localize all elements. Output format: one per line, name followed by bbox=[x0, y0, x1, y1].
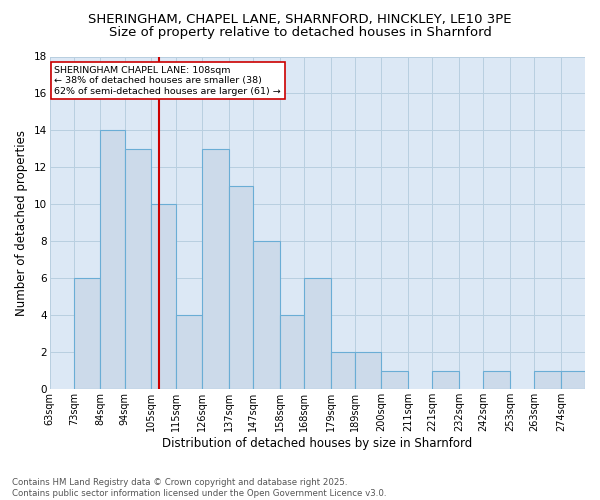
Text: SHERINGHAM, CHAPEL LANE, SHARNFORD, HINCKLEY, LE10 3PE: SHERINGHAM, CHAPEL LANE, SHARNFORD, HINC… bbox=[88, 12, 512, 26]
Text: Contains HM Land Registry data © Crown copyright and database right 2025.
Contai: Contains HM Land Registry data © Crown c… bbox=[12, 478, 386, 498]
Bar bbox=[304, 278, 331, 390]
Bar bbox=[534, 371, 561, 390]
Bar bbox=[253, 242, 280, 390]
Bar bbox=[483, 371, 510, 390]
Y-axis label: Number of detached properties: Number of detached properties bbox=[15, 130, 28, 316]
Bar bbox=[202, 149, 229, 390]
Bar bbox=[151, 204, 176, 390]
Bar bbox=[229, 186, 253, 390]
Bar bbox=[74, 278, 100, 390]
X-axis label: Distribution of detached houses by size in Sharnford: Distribution of detached houses by size … bbox=[162, 437, 472, 450]
Bar bbox=[382, 371, 408, 390]
Bar bbox=[100, 130, 125, 390]
Bar bbox=[176, 316, 202, 390]
Bar bbox=[125, 149, 151, 390]
Bar bbox=[355, 352, 382, 390]
Bar bbox=[280, 316, 304, 390]
Text: Size of property relative to detached houses in Sharnford: Size of property relative to detached ho… bbox=[109, 26, 491, 39]
Bar bbox=[433, 371, 459, 390]
Bar bbox=[561, 371, 585, 390]
Text: SHERINGHAM CHAPEL LANE: 108sqm
← 38% of detached houses are smaller (38)
62% of : SHERINGHAM CHAPEL LANE: 108sqm ← 38% of … bbox=[55, 66, 281, 96]
Bar bbox=[331, 352, 355, 390]
